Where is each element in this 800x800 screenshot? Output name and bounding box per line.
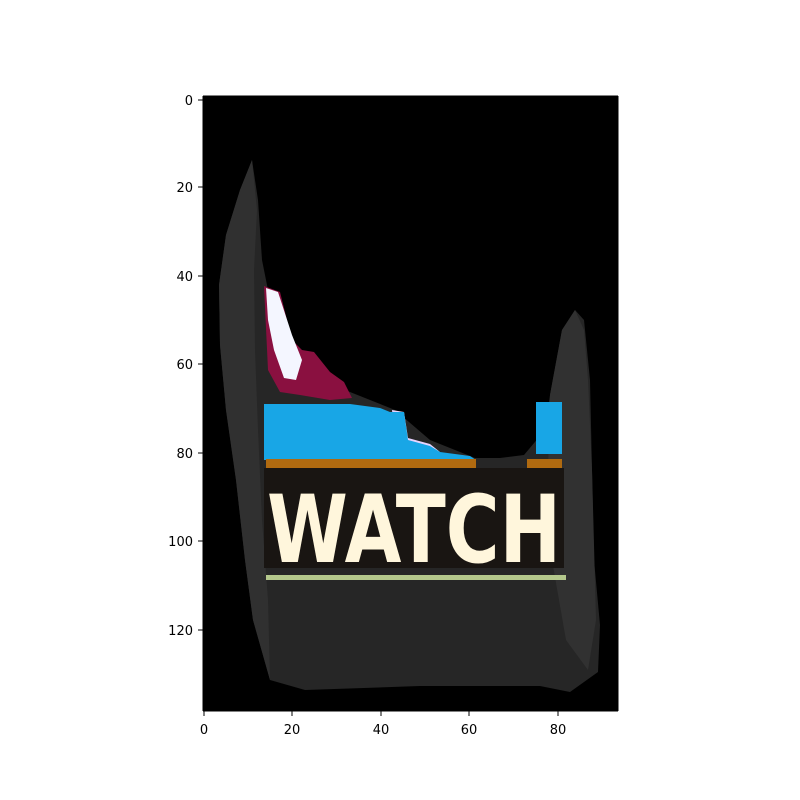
- blue-band-right: [536, 402, 562, 454]
- x-tick-label: 0: [200, 723, 208, 738]
- x-ticks: 0 20 40 60 80: [200, 711, 566, 738]
- white-streak: [266, 288, 302, 380]
- blue-band: [264, 404, 476, 460]
- text-backing: [264, 468, 564, 568]
- y-tick-label: 20: [176, 181, 193, 196]
- y-ticks: 0 20 40 60 80 100 120: [168, 94, 203, 639]
- olive-underline: [266, 575, 566, 580]
- y-tick-label: 0: [185, 94, 193, 109]
- orange-stripe: [266, 459, 476, 468]
- y-tick-label: 120: [168, 624, 193, 639]
- x-tick-label: 60: [461, 723, 478, 738]
- left-ridge: [219, 160, 270, 680]
- x-tick-label: 20: [284, 723, 301, 738]
- watch-caption: WATCH: [267, 476, 561, 585]
- y-tick-label: 60: [176, 358, 193, 373]
- orange-stripe-right: [527, 459, 562, 468]
- y-tick-label: 100: [168, 535, 193, 550]
- x-tick-label: 80: [550, 723, 567, 738]
- y-tick-label: 40: [176, 270, 193, 285]
- y-tick-label: 80: [176, 447, 193, 462]
- x-tick-label: 40: [373, 723, 390, 738]
